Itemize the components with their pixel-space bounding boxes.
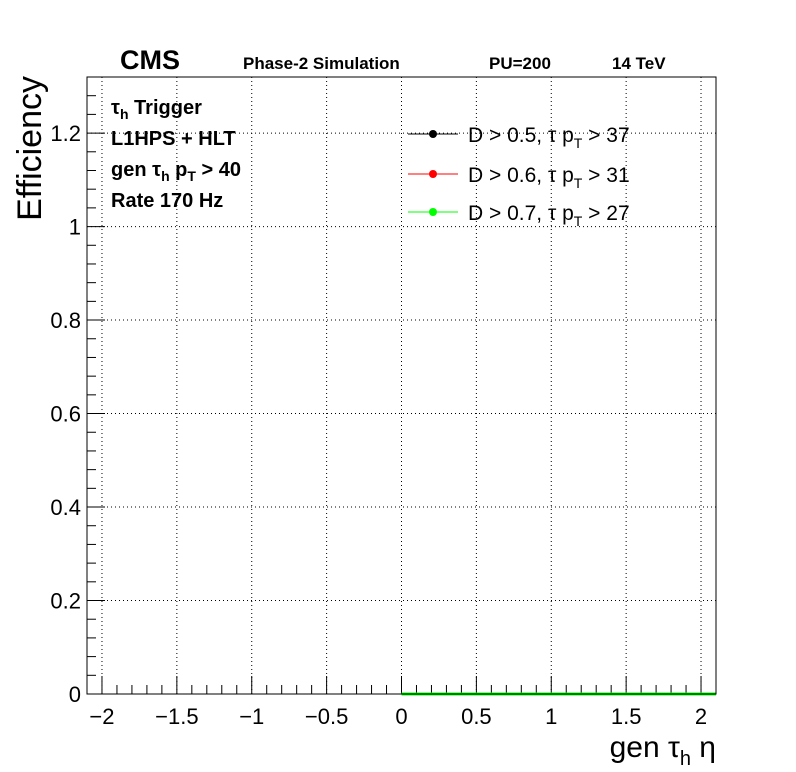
energy-label: 14 TeV: [612, 54, 666, 73]
legend-entry-1: D > 0.5, τ pT > 37: [468, 124, 630, 151]
x-tick-label: 0: [395, 704, 407, 729]
y-tick-label: 0.8: [50, 308, 81, 333]
legend-marker-1: [429, 130, 437, 138]
legend-marker-2: [429, 170, 437, 178]
y-tick-label: 0.2: [50, 589, 81, 614]
legend: D > 0.5, τ pT > 37 D > 0.6, τ pT > 31 D …: [408, 124, 630, 229]
y-tick-label: 1.2: [50, 121, 81, 146]
legend-marker-3: [429, 208, 437, 216]
y-tick-label: 0: [69, 682, 81, 707]
legend-entry-2: D > 0.6, τ pT > 31: [468, 164, 630, 191]
annotation-l1hps: L1HPS + HLT: [111, 128, 236, 150]
x-tick-label: −1.5: [155, 704, 198, 729]
x-tick-label: 2: [695, 704, 707, 729]
x-tick-label: −2: [89, 704, 114, 729]
annotation-trigger: τh Trigger: [111, 97, 202, 122]
x-tick-label: 0.5: [461, 704, 492, 729]
annotation-rate: Rate 170 Hz: [111, 190, 223, 212]
y-tick-label: 0.4: [50, 495, 81, 520]
annotation-gen-pt: gen τh pT > 40: [111, 159, 241, 184]
x-tick-label: 1: [545, 704, 557, 729]
status-label: Phase-2 Simulation: [243, 54, 400, 73]
tick-labels: −2 −1.5 −1 −0.5 0 0.5 1 1.5 2 0 0.2 0.4 0.6 0.8 1 1.2: [50, 121, 707, 729]
x-tick-label: −1: [239, 704, 264, 729]
y-tick-label: 1: [69, 215, 81, 240]
x-tick-label: 1.5: [611, 704, 642, 729]
experiment-label: CMS: [120, 45, 180, 75]
grid: [87, 77, 716, 694]
x-tick-label: −0.5: [305, 704, 348, 729]
plot-frame: [86, 76, 717, 695]
legend-entry-3: D > 0.7, τ pT > 27: [468, 202, 630, 229]
y-tick-label: 0.6: [50, 402, 81, 427]
y-axis-title: Efficiency: [11, 76, 49, 221]
x-axis-title: gen τh η: [610, 731, 716, 770]
pileup-label: PU=200: [489, 54, 551, 73]
